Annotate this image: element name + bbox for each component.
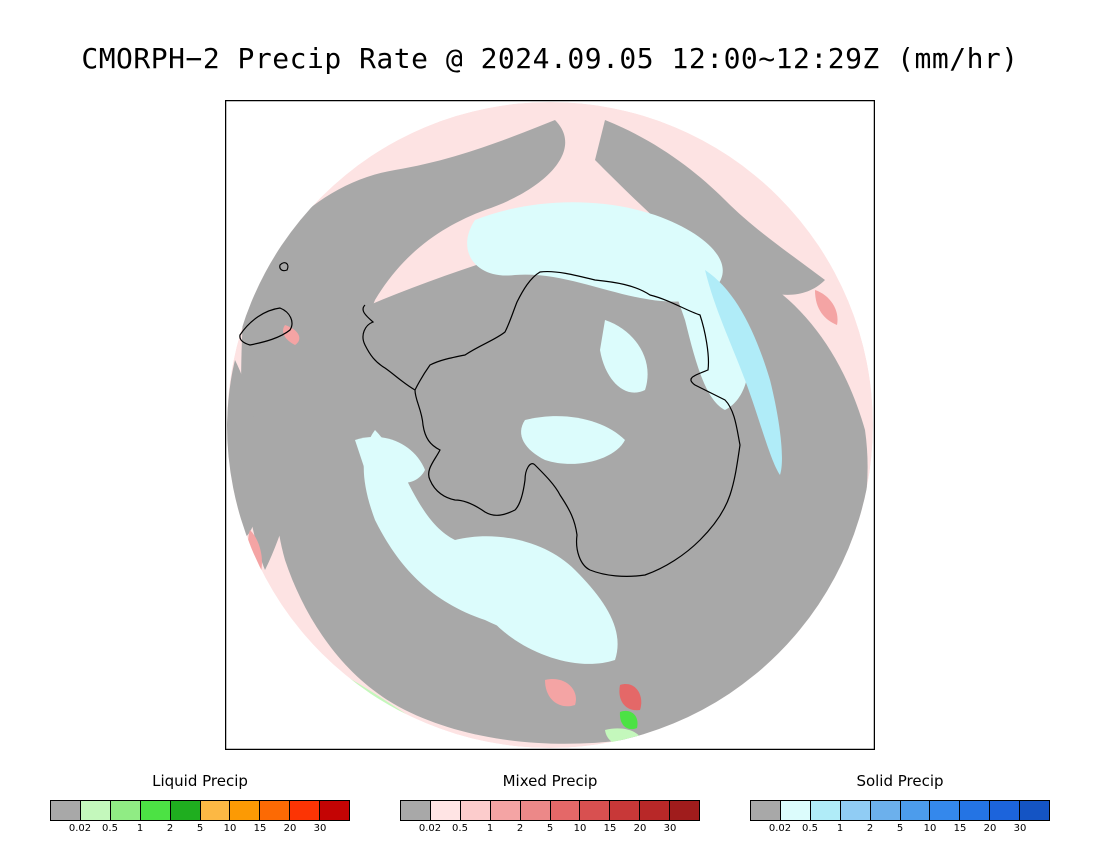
legend-tick-label: 2 [166, 823, 174, 834]
legend-swatch [580, 801, 611, 820]
legend-swatch [460, 801, 491, 820]
solid-precip-area [455, 536, 618, 664]
legend-swatch [840, 801, 871, 820]
map-title: CMORPH−2 Precip Rate @ 2024.09.05 12:00~… [81, 42, 1019, 75]
solid-precip-area [355, 436, 425, 484]
antarctica-coastline [414, 270, 741, 577]
legend-swatch [610, 801, 641, 820]
legend-tick-label: 5 [546, 823, 554, 834]
legend-swatch [900, 801, 931, 820]
legend-color-bar [750, 800, 1050, 821]
legend-tick-label: 0.5 [802, 823, 818, 834]
legend-tick-label: 15 [603, 823, 617, 834]
precip-field [227, 102, 873, 748]
antarctic-peninsula-coastline [362, 304, 416, 391]
legend-tick-label: 10 [223, 823, 237, 834]
legend-tick-label: 1 [486, 823, 494, 834]
legend-swatch [170, 801, 201, 820]
mixed-precip-patch [283, 325, 300, 345]
legend-ticks: 0.02 0.5 1 2 5 10 15 20 30 [50, 823, 350, 837]
map-frame [225, 100, 875, 750]
legend-swatch [960, 801, 991, 820]
solid-precip-area [521, 416, 625, 464]
legend-swatch [401, 801, 431, 820]
legend-tick-label: 2 [866, 823, 874, 834]
legend-swatch [990, 801, 1021, 820]
legend-ticks: 0.02 0.5 1 2 5 10 15 20 30 [400, 823, 700, 837]
legend-tick-label: 10 [923, 823, 937, 834]
legend-tick-label: 0.02 [768, 823, 792, 834]
legend-swatch [51, 801, 81, 820]
legend-tick-label: 0.02 [68, 823, 92, 834]
legend-title: Mixed Precip [502, 772, 598, 790]
solid-precip-area [665, 240, 749, 410]
legend-swatch [810, 801, 841, 820]
legend-swatch [670, 801, 700, 820]
mixed-precip-patch [815, 290, 838, 325]
no-precip-area [227, 360, 259, 538]
legend-swatch [430, 801, 461, 820]
legend-color-bar [400, 800, 700, 821]
solid-precip-area [600, 320, 648, 393]
legend-swatch [490, 801, 521, 820]
legend-tick-label: 0.5 [102, 823, 118, 834]
legend-tick-label: 5 [196, 823, 204, 834]
mixed-precip-legend: Mixed Precip 0.02 0.5 1 2 5 10 15 20 30 [400, 772, 700, 837]
legend-swatch [870, 801, 901, 820]
island-coastline [279, 262, 289, 272]
legend-title: Solid Precip [856, 772, 944, 790]
solid-precip-area [705, 270, 782, 475]
legend-swatch [80, 801, 111, 820]
no-precip-area [595, 120, 825, 295]
legend-tick-label: 30 [1013, 823, 1027, 834]
legend-swatch [230, 801, 261, 820]
legend-tick-label: 0.5 [452, 823, 468, 834]
legend-tick-label: 30 [663, 823, 677, 834]
solid-precip-area [467, 202, 723, 302]
legend-swatch [930, 801, 961, 820]
legend-tick-label: 10 [573, 823, 587, 834]
legend-swatch [320, 801, 350, 820]
legend-swatch [140, 801, 171, 820]
legend-tick-label: 20 [633, 823, 647, 834]
legend-tick-label: 2 [516, 823, 524, 834]
legend-tick-label: 5 [896, 823, 904, 834]
legend-swatch [200, 801, 231, 820]
legend-tick-label: 20 [283, 823, 297, 834]
mixed-precip-patch [248, 530, 262, 575]
mixed-precip-patch [619, 684, 642, 711]
legend-tick-label: 15 [253, 823, 267, 834]
legend-swatch [110, 801, 141, 820]
mixed-precip-patch [545, 679, 576, 707]
coastlines [239, 262, 741, 577]
legend-swatch [260, 801, 291, 820]
legend-swatch [751, 801, 781, 820]
legend-swatch [550, 801, 581, 820]
legend-tick-label: 1 [836, 823, 844, 834]
liquid-precip-area [619, 710, 638, 730]
legend-swatch [780, 801, 811, 820]
legend-tick-label: 15 [953, 823, 967, 834]
legend-swatch [290, 801, 321, 820]
legend-color-bar [50, 800, 350, 821]
legend-tick-label: 30 [313, 823, 327, 834]
legend-ticks: 0.02 0.5 1 2 5 10 15 20 30 [750, 823, 1050, 837]
legend-swatch [520, 801, 551, 820]
legend-tick-label: 20 [983, 823, 997, 834]
legend-title: Liquid Precip [152, 772, 248, 790]
no-precip-area [241, 120, 566, 570]
legend-tick-label: 1 [136, 823, 144, 834]
south-america-tip-coastline [239, 307, 293, 346]
liquid-precip-legend: Liquid Precip 0.02 0.5 1 2 5 10 15 20 30 [50, 772, 350, 837]
precip-map [225, 100, 875, 750]
legend-swatch [1020, 801, 1050, 820]
solid-precip-legend: Solid Precip 0.02 0.5 1 2 5 10 15 20 30 [750, 772, 1050, 837]
legend-tick-label: 0.02 [418, 823, 442, 834]
legend-swatch [640, 801, 671, 820]
